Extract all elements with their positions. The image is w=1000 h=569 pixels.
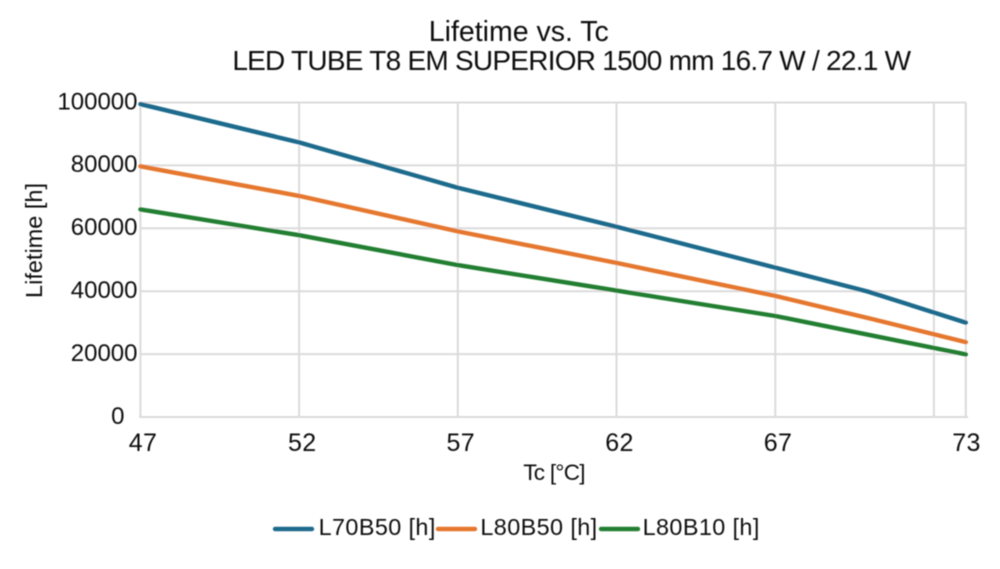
svg-text:L80B50 [h]: L80B50 [h] — [480, 514, 597, 540]
svg-text:57: 57 — [446, 429, 475, 457]
svg-text:L70B50 [h]: L70B50 [h] — [319, 514, 436, 540]
svg-text:Lifetime vs. Tc: Lifetime vs. Tc — [429, 16, 609, 48]
svg-text:60000: 60000 — [71, 214, 138, 241]
svg-text:L80B10 [h]: L80B10 [h] — [643, 514, 760, 540]
svg-text:80000: 80000 — [71, 151, 138, 178]
svg-text:40000: 40000 — [71, 277, 138, 304]
svg-text:73: 73 — [952, 429, 981, 457]
svg-text:47: 47 — [129, 429, 158, 457]
svg-text:100000: 100000 — [57, 88, 137, 115]
svg-text:0: 0 — [111, 403, 124, 430]
svg-text:Tc [°C]: Tc [°C] — [523, 460, 585, 485]
svg-text:62: 62 — [605, 429, 634, 457]
svg-text:52: 52 — [288, 429, 317, 457]
svg-text:LED TUBE T8 EM SUPERIOR 1500 m: LED TUBE T8 EM SUPERIOR 1500 mm 16.7 W /… — [232, 45, 911, 76]
svg-text:67: 67 — [764, 429, 793, 457]
svg-text:20000: 20000 — [71, 340, 138, 367]
svg-text:Lifetime [h]: Lifetime [h] — [21, 183, 47, 298]
